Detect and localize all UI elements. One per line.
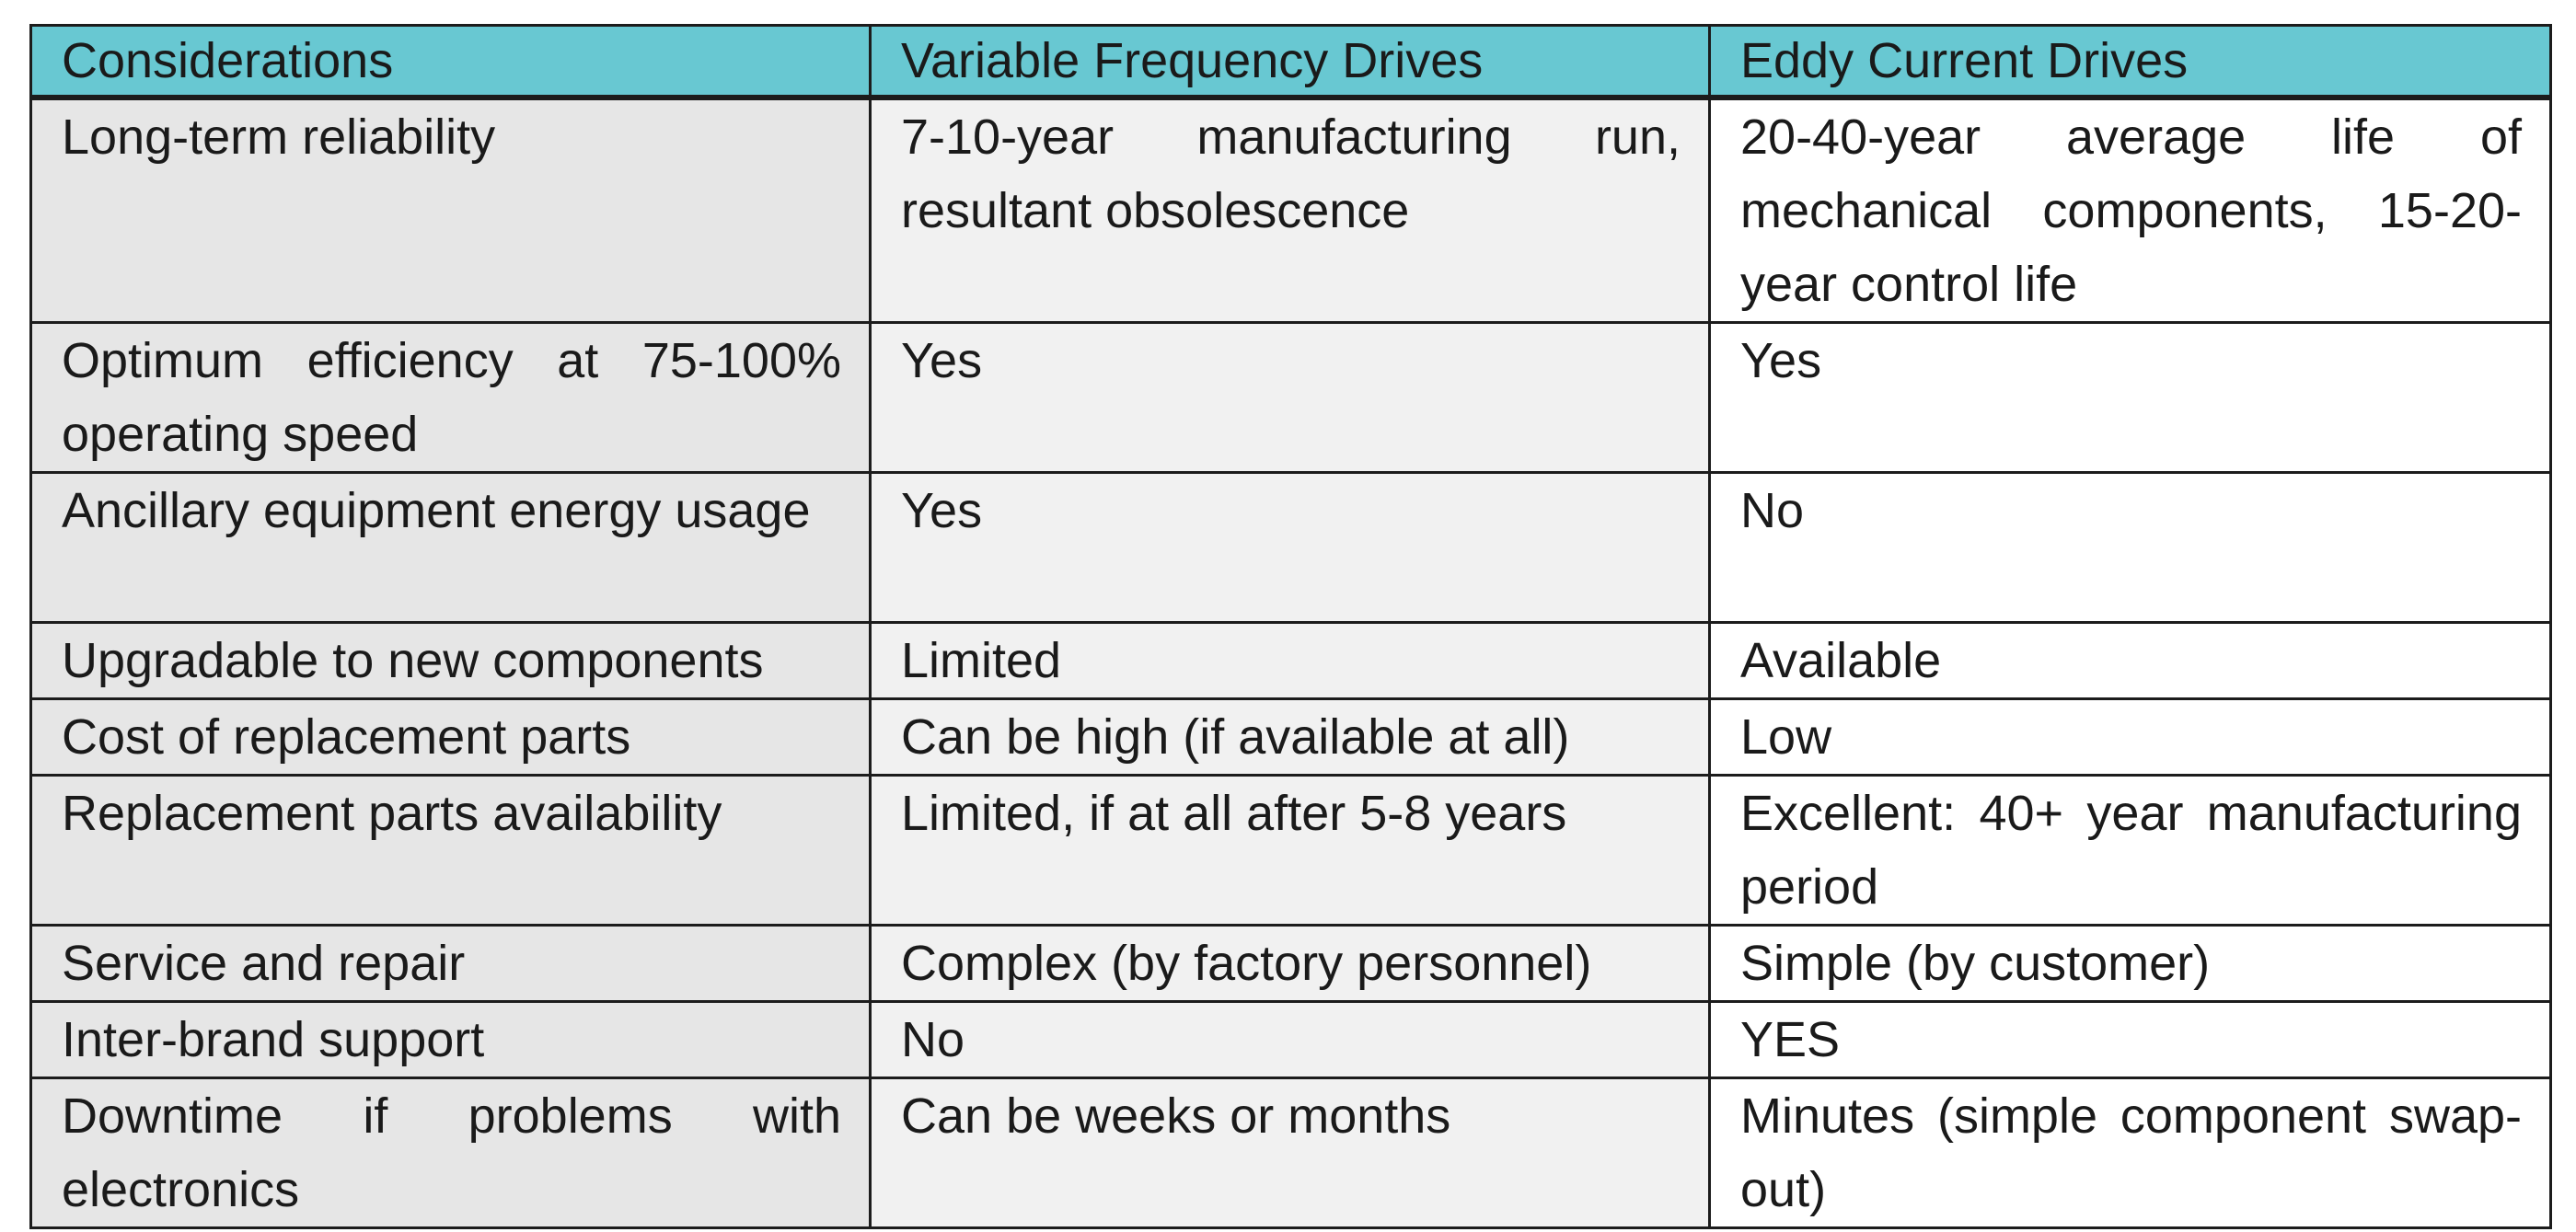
header-row: Considerations Variable Frequency Drives… [29, 24, 2552, 100]
consideration-cell: Optimum efficiency at 75-100% operating … [29, 321, 872, 474]
eddy-cell: 20-40-year average life of mechanical co… [1708, 96, 2552, 324]
comparison-table: Considerations Variable Frequency Drives… [29, 24, 2552, 1229]
vfd-cell: Can be high (if available at all) [869, 697, 1711, 777]
header-variable-frequency-drives: Variable Frequency Drives [869, 24, 1711, 100]
consideration-cell: Long-term reliability [29, 96, 872, 324]
consideration-cell: Cost of replacement parts [29, 697, 872, 777]
table-row: Optimum efficiency at 75-100% operating … [29, 321, 2552, 474]
table-row: Downtime if problems with electronics Ca… [29, 1077, 2552, 1229]
eddy-cell: Minutes (simple component swap-out) [1708, 1077, 2552, 1229]
table-row: Inter-brand support No YES [29, 1000, 2552, 1079]
table-row: Ancillary equipment energy usage Yes No [29, 471, 2552, 624]
vfd-cell: Yes [869, 471, 1711, 624]
vfd-cell: Yes [869, 321, 1711, 474]
vfd-cell: Limited, if at all after 5-8 years [869, 774, 1711, 927]
eddy-cell: YES [1708, 1000, 2552, 1079]
eddy-cell: Yes [1708, 321, 2552, 474]
eddy-cell: Simple (by customer) [1708, 924, 2552, 1003]
consideration-cell: Inter-brand support [29, 1000, 872, 1079]
vfd-cell: Can be weeks or months [869, 1077, 1711, 1229]
consideration-cell: Service and repair [29, 924, 872, 1003]
table-row: Service and repair Complex (by factory p… [29, 924, 2552, 1003]
header-considerations: Considerations [29, 24, 872, 100]
comparison-table-container: Considerations Variable Frequency Drives… [29, 24, 2552, 1229]
vfd-cell: Complex (by factory personnel) [869, 924, 1711, 1003]
consideration-cell: Downtime if problems with electronics [29, 1077, 872, 1229]
eddy-cell: No [1708, 471, 2552, 624]
table-row: Replacement parts availability Limited, … [29, 774, 2552, 927]
consideration-cell: Ancillary equipment energy usage [29, 471, 872, 624]
table-row: Upgradable to new components Limited Ava… [29, 621, 2552, 700]
consideration-cell: Upgradable to new components [29, 621, 872, 700]
vfd-cell: Limited [869, 621, 1711, 700]
vfd-cell: 7-10-year manufacturing run, resultant o… [869, 96, 1711, 324]
header-eddy-current-drives: Eddy Current Drives [1708, 24, 2552, 100]
eddy-cell: Available [1708, 621, 2552, 700]
eddy-cell: Excellent: 40+ year manufacturing period [1708, 774, 2552, 927]
table-row: Cost of replacement parts Can be high (i… [29, 697, 2552, 777]
eddy-cell: Low [1708, 697, 2552, 777]
vfd-cell: No [869, 1000, 1711, 1079]
consideration-cell: Replacement parts availability [29, 774, 872, 927]
table-row: Long-term reliability 7-10-year manufact… [29, 96, 2552, 324]
